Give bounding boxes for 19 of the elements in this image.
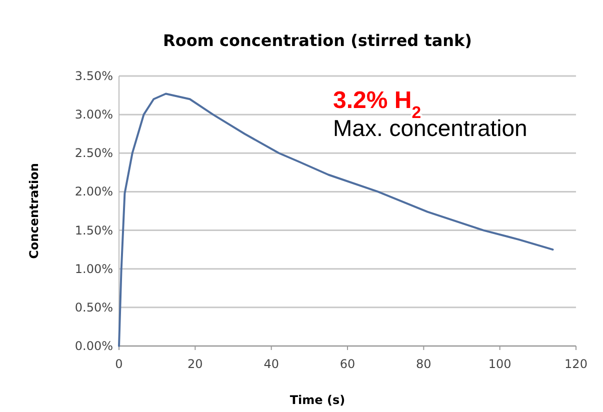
x-axis-title: Time (s) [290,393,346,407]
y-tick-label: 3.50% [74,69,113,83]
x-tick-label: 0 [115,357,123,371]
y-tick-label: 3.00% [74,108,113,122]
y-tick-label: 0.00% [74,339,113,353]
y-tick-label: 2.50% [74,146,113,160]
y-tick-label: 1.50% [74,223,113,238]
x-tick-label: 20 [188,357,203,371]
y-tick-label: 2.00% [74,184,113,199]
y-axis-title: Concentration [27,163,41,259]
x-tick-label: 40 [264,357,279,371]
x-tick-label: 60 [340,357,356,371]
chart-title: Room concentration (stirred tank) [163,31,472,50]
y-tick-label: 0.50% [74,300,113,314]
x-tick-label: 80 [416,357,432,371]
line-series [118,92,554,347]
y-tick-label: 1.00% [74,262,113,276]
x-tick-label: 100 [488,357,512,371]
x-tick-label: 120 [564,357,588,371]
